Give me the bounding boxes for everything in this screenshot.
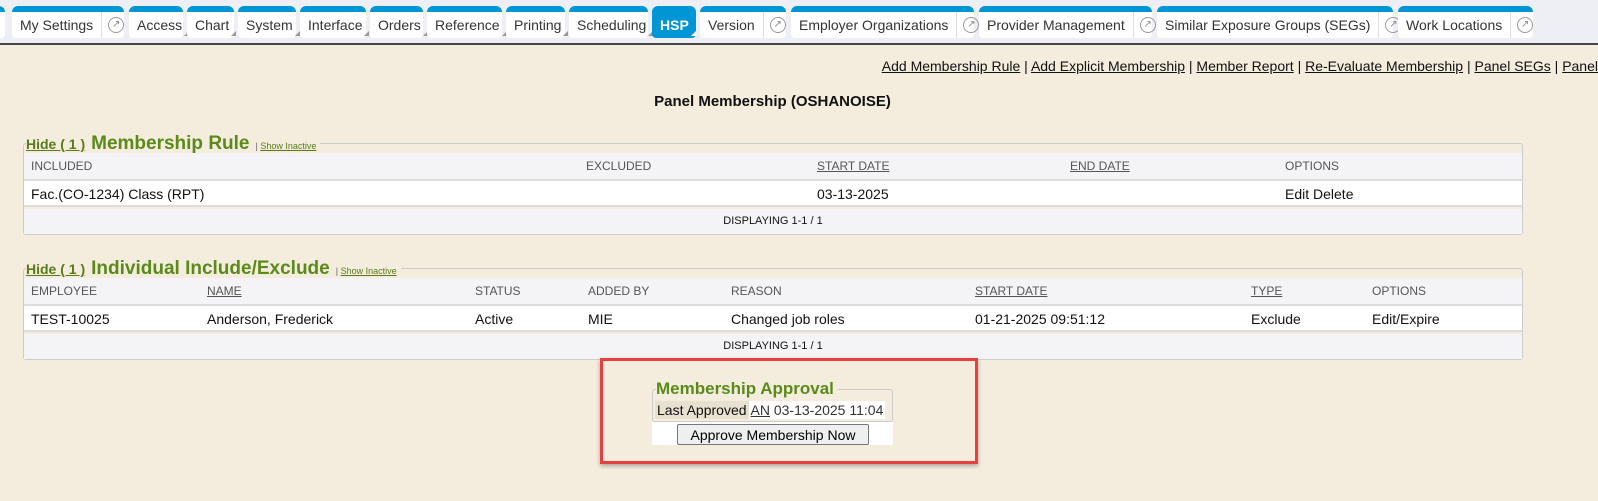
open-new-window-icon[interactable]: ↗ [101,12,130,38]
approval-date: 03-13-2025 11:04 [773,402,884,418]
open-new-window-icon[interactable]: ↗ [956,12,985,38]
tab-similar-exposure-groups-segs-[interactable]: Similar Exposure Groups (SEGs) ↗ [1157,6,1402,38]
open-new-window-icon[interactable]: ↗ [1510,12,1539,38]
tab-interface[interactable]: Interface [300,6,370,38]
column-header: STATUS [475,284,521,298]
table-cell: Exclude [1251,311,1301,327]
tab-partial[interactable]: ↗ [0,6,5,38]
membership-rule-panel: Hide ( 1 ) Membership Rule | Show Inacti… [23,133,1523,235]
table-cell: Anderson, Frederick [207,311,334,327]
column-header: EXCLUDED [586,159,652,173]
open-new-window-icon[interactable]: ↗ [0,12,5,38]
tab-system[interactable]: System [238,6,300,38]
table-footer: DISPLAYING 1-1 / 1 [24,334,1522,359]
hide-toggle[interactable]: Hide ( 1 ) [26,261,86,277]
table-cell: Changed job roles [731,311,845,327]
tab-label: Provider Management [987,17,1125,33]
column-header: INCLUDED [31,159,93,173]
column-header: ADDED BY [588,284,650,298]
panel-legend: Hide ( 1 ) Membership Rule | Show Inacti… [26,133,321,155]
table-cell[interactable]: Edit/Expire [1372,311,1440,327]
tab-work-locations[interactable]: Work Locations ↗ [1398,6,1534,38]
show-inactive-link[interactable]: Show Inactive [260,141,317,151]
tab-label: Scheduling [569,17,654,36]
tab-provider-management[interactable]: Provider Management ↗ [979,6,1156,38]
tab-reference[interactable]: Reference [427,6,507,38]
column-header[interactable]: START DATE [975,284,1048,298]
tab-label: Employer Organizations [799,17,949,33]
highlight-box [600,358,978,464]
table-cell: TEST-10025 [31,311,110,327]
tab-hsp[interactable]: HSP [652,6,696,38]
link-panel-segs[interactable]: Panel SEGs [1474,58,1551,74]
table-cell: Fac.(CO-1234) Class (RPT) [31,186,205,202]
column-header[interactable]: TYPE [1251,284,1283,298]
module-tab-bar: ↗My Settings↗AccessChartSystemInterfaceO… [0,0,1598,45]
individual-include-exclude-panel: Hide ( 1 ) Individual Include/Exclude | … [23,258,1523,360]
tab-label: Orders [370,17,429,36]
tab-label: Similar Exposure Groups (SEGs) [1165,17,1371,33]
tab-scheduling[interactable]: Scheduling [569,6,654,38]
column-header: OPTIONS [1372,284,1427,298]
column-header: OPTIONS [1285,159,1340,173]
panel-legend: Hide ( 1 ) Individual Include/Exclude | … [26,258,401,280]
tab-label: Interface [300,17,370,36]
table-cell: 01-21-2025 09:51:12 [975,311,1105,327]
tab-access[interactable]: Access [129,6,190,38]
membership-approval-panel: Membership Approval Last Approved AN 03-… [652,379,893,422]
tab-label: Printing [506,17,569,36]
table-row: Fac.(CO-1234) Class (RPT) 03-13-2025 Edit … [24,179,1522,207]
column-header[interactable]: START DATE [817,159,890,173]
tab-printing[interactable]: Printing [506,6,569,38]
table-cell[interactable]: Edit Delete [1285,186,1354,202]
table-header: EMPLOYEE NAME STATUS ADDED BY REASON START DA… [24,278,1522,304]
approval-heading: Membership Approval [656,379,838,399]
approve-membership-button[interactable]: Approve Membership Now [677,424,869,445]
tab-label: Work Locations [1406,17,1503,33]
table-header: INCLUDED EXCLUDED START DATE END DATE OPTION… [24,153,1522,179]
table-row: TEST-10025 Anderson, Frederick Active MIE Ch… [24,304,1522,332]
table-cell: MIE [588,311,613,327]
link-re-evaluate-membership[interactable]: Re-Evaluate Membership [1305,58,1464,74]
column-header[interactable]: NAME [207,284,242,298]
open-new-window-icon[interactable]: ↗ [762,12,792,38]
open-new-window-icon[interactable]: ↗ [1132,12,1162,38]
tab-label: Reference [427,17,508,36]
column-header: EMPLOYEE [31,284,98,298]
show-inactive-link[interactable]: Show Inactive [340,266,397,276]
tab-chart[interactable]: Chart [187,6,237,38]
tab-label: Chart [187,17,237,36]
column-header[interactable]: END DATE [1070,159,1130,173]
tab-my-settings[interactable]: My Settings ↗ [12,6,125,38]
link-panel[interactable]: Panel [1562,58,1598,74]
tab-label: Version [708,17,755,33]
tab-version[interactable]: Version ↗ [700,6,786,38]
hide-toggle[interactable]: Hide ( 1 ) [26,136,86,152]
table-footer: DISPLAYING 1-1 / 1 [24,209,1522,234]
table-cell: Active [475,311,514,327]
tab-employer-organizations[interactable]: Employer Organizations ↗ [791,6,980,38]
panel-heading: Membership Rule [91,133,250,154]
page-title: Panel Membership (OSHANOISE) [654,93,891,110]
link-add-membership-rule[interactable]: Add Membership Rule [881,58,1021,74]
link-member-report[interactable]: Member Report [1196,58,1294,74]
tab-label: Access [129,17,190,36]
tab-label: My Settings [20,17,94,33]
tab-orders[interactable]: Orders [370,6,428,38]
approver-link[interactable]: AN [750,402,770,418]
tab-label: HSP [652,17,697,36]
panel-heading: Individual Include/Exclude [91,258,330,279]
table-cell: 03-13-2025 [817,186,889,202]
action-links: Add Membership Rule | Add Explicit Membe… [881,58,1598,74]
link-add-explicit-membership[interactable]: Add Explicit Membership [1030,58,1185,74]
tab-label: System [238,17,301,36]
last-approved-label: Last Approved [655,401,749,419]
column-header: REASON [731,284,782,298]
